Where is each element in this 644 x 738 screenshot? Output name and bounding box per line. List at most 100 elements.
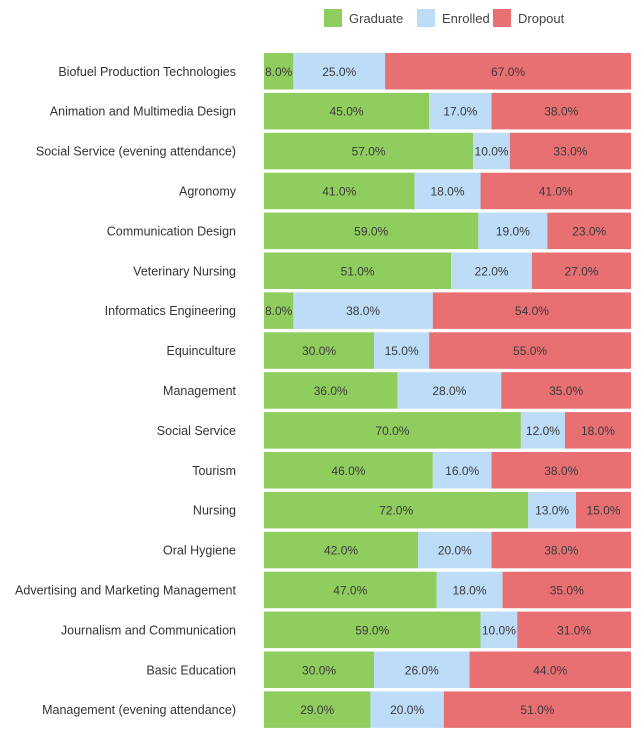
bar-graduate (264, 212, 479, 250)
bar-dropout (517, 611, 631, 649)
bar-graduate (264, 332, 375, 369)
bar-dropout (531, 252, 631, 289)
bar-enrolled (293, 292, 433, 329)
category-label: Nursing (193, 504, 236, 518)
bars: 8.0% 25.0% 67.0% 45.0% 17.0% 38.0% 57.0% 10.0% 3… (264, 53, 631, 728)
bar-label-dropout: 38.0% (544, 464, 578, 478)
bar-enrolled (528, 491, 576, 529)
bar-dropout (432, 292, 631, 329)
bar-label-enrolled: 12.0% (526, 424, 560, 438)
bar-graduate (264, 531, 419, 569)
legend-swatch-enrolled (417, 9, 435, 27)
bar-label-enrolled: 25.0% (322, 65, 356, 79)
bar-dropout (509, 132, 631, 170)
category-label: Basic Education (146, 663, 236, 677)
bar-enrolled (374, 332, 430, 369)
category-label: Advertising and Marketing Management (15, 583, 236, 597)
bar-label-graduate: 59.0% (354, 224, 388, 238)
bar-enrolled (480, 611, 518, 649)
category-label: Oral Hygiene (163, 544, 236, 558)
bar-label-dropout: 33.0% (553, 145, 587, 159)
bar-label-enrolled: 28.0% (432, 384, 466, 398)
bar-enrolled (418, 531, 492, 569)
legend-swatch-dropout (493, 9, 511, 27)
bar-enrolled (432, 452, 492, 489)
bar-dropout (443, 691, 631, 728)
legend-label-graduate: Graduate (349, 11, 403, 26)
bar-enrolled (478, 212, 548, 250)
bar-label-dropout: 31.0% (557, 623, 591, 637)
category-label: Communication Design (107, 224, 236, 238)
bar-dropout (575, 491, 631, 529)
bar-label-graduate: 70.0% (375, 424, 409, 438)
bar-label-dropout: 27.0% (564, 264, 598, 278)
bar-label-graduate: 41.0% (322, 184, 356, 198)
bar-graduate (264, 611, 481, 649)
bar-graduate (264, 491, 529, 529)
category-label: Agronomy (179, 184, 237, 198)
bar-label-enrolled: 19.0% (496, 224, 530, 238)
bar-dropout (480, 172, 631, 210)
bar-graduate (264, 292, 294, 329)
bar-dropout (564, 412, 631, 449)
bar-label-graduate: 30.0% (302, 344, 336, 358)
bar-label-enrolled: 38.0% (346, 304, 380, 318)
bar-label-dropout: 67.0% (491, 65, 525, 79)
bar-label-graduate: 59.0% (355, 623, 389, 637)
bar-label-dropout: 35.0% (549, 384, 583, 398)
bar-label-dropout: 55.0% (513, 344, 547, 358)
bar-graduate (264, 252, 452, 289)
bar-label-enrolled: 26.0% (405, 663, 439, 677)
bar-label-graduate: 47.0% (333, 583, 367, 597)
bar-label-enrolled: 15.0% (385, 344, 419, 358)
bar-graduate (264, 132, 474, 170)
bar-label-enrolled: 20.0% (390, 703, 424, 717)
category-label: Equinculture (167, 344, 237, 358)
bar-graduate (264, 172, 415, 210)
bar-label-graduate: 72.0% (379, 504, 413, 518)
bar-label-dropout: 41.0% (539, 184, 573, 198)
category-label: Animation and Multimedia Design (50, 105, 236, 119)
bar-dropout (385, 53, 631, 90)
bar-label-dropout: 18.0% (581, 424, 615, 438)
bar-graduate (264, 412, 521, 449)
bar-label-enrolled: 18.0% (430, 184, 464, 198)
bar-enrolled (414, 172, 481, 210)
bar-graduate (264, 452, 433, 489)
bar-label-graduate: 30.0% (302, 663, 336, 677)
category-label: Social Service (evening attendance) (36, 145, 236, 159)
bar-enrolled (370, 691, 444, 728)
bar-label-dropout: 38.0% (544, 544, 578, 558)
bar-enrolled (520, 412, 565, 449)
legend-swatch-graduate (324, 9, 342, 27)
bar-label-dropout: 51.0% (520, 703, 554, 717)
bar-label-enrolled: 17.0% (443, 105, 477, 119)
category-label: Journalism and Communication (61, 623, 236, 637)
bar-graduate (264, 651, 375, 688)
bar-label-enrolled: 18.0% (453, 583, 487, 597)
bar-dropout (502, 571, 631, 609)
bar-label-graduate: 45.0% (330, 105, 364, 119)
bar-dropout (429, 332, 631, 369)
bar-label-enrolled: 13.0% (535, 504, 569, 518)
bar-label-dropout: 54.0% (515, 304, 549, 318)
bar-dropout (547, 212, 631, 250)
bar-enrolled (451, 252, 532, 289)
bar-label-graduate: 42.0% (324, 544, 358, 558)
bar-dropout (491, 531, 631, 569)
category-label: Veterinary Nursing (133, 264, 236, 278)
bar-label-graduate: 46.0% (331, 464, 365, 478)
category-label: Tourism (192, 464, 236, 478)
bar-label-graduate: 57.0% (352, 145, 386, 159)
bar-label-dropout: 23.0% (572, 224, 606, 238)
bar-graduate (264, 571, 437, 609)
bar-label-graduate: 29.0% (300, 703, 334, 717)
legend-label-enrolled: Enrolled (442, 11, 490, 26)
bar-label-dropout: 44.0% (533, 663, 567, 677)
bar-label-graduate: 51.0% (341, 264, 375, 278)
bar-label-dropout: 35.0% (550, 583, 584, 597)
bar-label-dropout: 15.0% (586, 504, 620, 518)
bar-dropout (491, 92, 631, 130)
category-label: Biofuel Production Technologies (58, 65, 236, 79)
